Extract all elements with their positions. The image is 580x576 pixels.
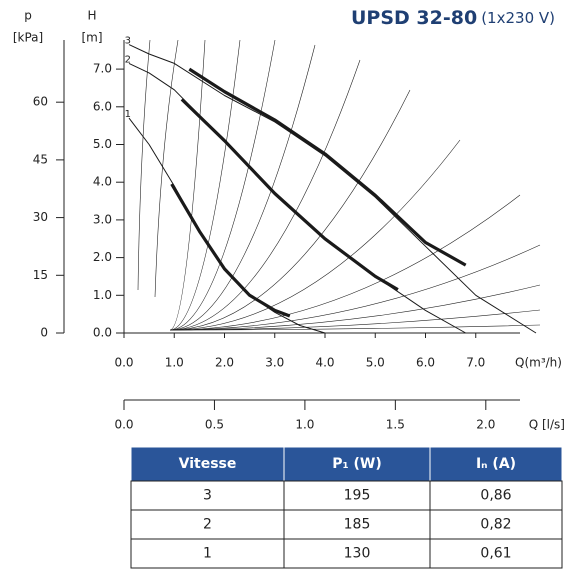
y-tick-label: 6.0 bbox=[93, 99, 112, 113]
x2-tick-label: 1.5 bbox=[386, 418, 405, 432]
y-tick-label: 4.0 bbox=[93, 175, 112, 189]
header-text: Vitesse bbox=[179, 456, 237, 472]
y2-tick-label: 0 bbox=[40, 326, 48, 340]
cell-text: 130 bbox=[344, 546, 371, 562]
y-label: H bbox=[87, 9, 96, 23]
curve bbox=[180, 98, 399, 291]
y-tick-label: 5.0 bbox=[93, 137, 112, 151]
x-tick-label: 5.0 bbox=[366, 356, 385, 370]
curve bbox=[128, 44, 537, 334]
cell bbox=[283, 538, 431, 569]
cell-text: 3 bbox=[203, 488, 212, 504]
x-tick-label: 1.0 bbox=[165, 356, 184, 370]
header-text: P₁ (W) bbox=[332, 456, 382, 472]
title: UPSD 32-80 bbox=[351, 7, 477, 29]
cell bbox=[130, 538, 285, 569]
cell-text: 0,86 bbox=[480, 488, 511, 504]
curve-label: 3 bbox=[125, 36, 131, 47]
x-label: Q(m³/h) bbox=[515, 356, 562, 370]
y-tick-label: 2.0 bbox=[93, 250, 112, 264]
cell bbox=[130, 480, 285, 511]
x-tick-label: 3.0 bbox=[265, 356, 284, 370]
cell-text: 2 bbox=[203, 517, 212, 533]
cell-text: 0,61 bbox=[480, 546, 511, 562]
x-tick-label: 4.0 bbox=[315, 356, 334, 370]
system-curves bbox=[137, 39, 541, 331]
x2-tick-label: 2.0 bbox=[476, 418, 495, 432]
header-cell bbox=[130, 446, 285, 482]
y2-label: p bbox=[24, 9, 32, 23]
cell-text: 1 bbox=[203, 546, 212, 562]
curve bbox=[170, 183, 291, 318]
y-tick-label: 1.0 bbox=[93, 288, 112, 302]
y2-tick-label: 45 bbox=[33, 152, 48, 166]
y2-label-unit: [kPa] bbox=[13, 31, 43, 45]
x-tick-label: 6.0 bbox=[416, 356, 435, 370]
x2-tick-label: 1.0 bbox=[295, 418, 314, 432]
header-text: Iₙ (A) bbox=[476, 456, 516, 472]
subtitle: (1x230 V) bbox=[481, 9, 555, 27]
cell-text: 0,82 bbox=[480, 517, 511, 533]
y2-tick-label: 60 bbox=[33, 95, 48, 109]
curve-label: 1 bbox=[125, 109, 131, 120]
y-tick-label: 0.0 bbox=[93, 326, 112, 340]
y2-tick-label: 15 bbox=[33, 268, 48, 282]
curve bbox=[188, 67, 467, 267]
y-tick-label: 7.0 bbox=[93, 62, 112, 76]
cell-text: 185 bbox=[344, 517, 371, 533]
x2-label: Q [l/s] bbox=[529, 418, 565, 432]
y2-tick-label: 30 bbox=[33, 210, 48, 224]
cell-text: 195 bbox=[344, 488, 371, 504]
table: Vitesse P₁ (W) Iₙ (A) 3 195 0,86 2 185 0,82 1 130 0… bbox=[130, 446, 563, 569]
curve-label: 2 bbox=[125, 54, 131, 65]
y-label-unit: [m] bbox=[81, 31, 102, 45]
chart-title: UPSD 32-80 (1x230 V) bbox=[351, 7, 555, 29]
x-tick-label: 2.0 bbox=[215, 356, 234, 370]
header-cell bbox=[429, 446, 563, 482]
x-tick-label: 0.0 bbox=[114, 356, 133, 370]
y-tick-label: 3.0 bbox=[93, 212, 112, 226]
cell bbox=[429, 538, 563, 569]
x2-tick-label: 0.5 bbox=[205, 418, 224, 432]
cell bbox=[429, 480, 563, 511]
cell bbox=[429, 509, 563, 540]
x2-tick-label: 0.0 bbox=[114, 418, 133, 432]
x-tick-label: 7.0 bbox=[466, 356, 485, 370]
